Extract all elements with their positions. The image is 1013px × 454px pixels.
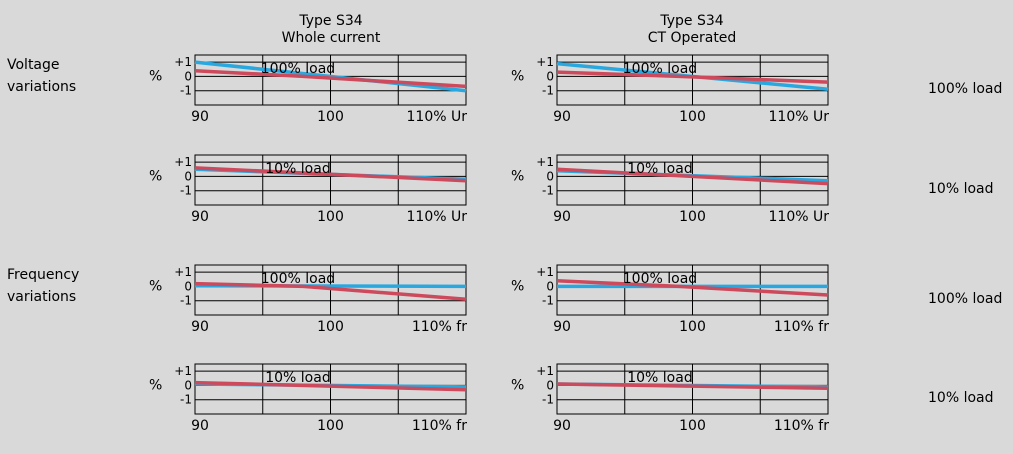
series-line [194, 166, 467, 183]
column-title-line2: CT Operated [647, 30, 737, 46]
chart-panel-ct-operated-voltage-100: 100% load +10-1% 90 100 110% Ur [511, 54, 830, 125]
overlay-load-label: 100% load [623, 61, 697, 77]
y-tick-label: +1 [536, 265, 554, 279]
x-tick-label: 100 [317, 319, 344, 335]
y-tick-label: +1 [174, 265, 192, 279]
chart-panel-whole-current-frequency-100: 100% load +10-1% 90 100 110% fr [149, 264, 467, 335]
x-tick-label: 90 [553, 319, 571, 335]
overlay-load-label: 10% load [265, 161, 331, 177]
y-tick-label: 0 [184, 378, 192, 392]
y-tick-label: +1 [536, 155, 554, 169]
y-axis-label: % [511, 278, 524, 294]
x-tick-label: 110% fr [774, 319, 829, 335]
column-title-line1: Type S34 [660, 13, 724, 29]
row-label-line1: Voltage [7, 57, 60, 73]
chart-panel-whole-current-frequency-10: 10% load +10-1% 90 100 110% fr [149, 363, 467, 434]
right-label-frequency-100: 100% load [928, 291, 1003, 307]
y-tick-label: 0 [184, 69, 192, 83]
x-tick-label: 110% fr [412, 418, 467, 434]
y-tick-label: -1 [180, 184, 192, 198]
y-axis-label: % [149, 377, 162, 393]
x-tick-label: 100 [679, 319, 706, 335]
y-tick-label: -1 [180, 393, 192, 407]
x-tick-label: 100 [317, 418, 344, 434]
row-label-line2: variations [7, 289, 77, 305]
y-tick-label: +1 [174, 364, 192, 378]
x-tick-label: 100 [679, 109, 706, 125]
row-label-frequency: Frequency variations [7, 264, 79, 308]
y-tick-label: +1 [174, 55, 192, 69]
x-tick-label: 90 [191, 209, 209, 225]
x-tick-label: 90 [553, 209, 571, 225]
chart-panel-ct-operated-voltage-10: 10% load +10-1% 90 100 110% Ur [511, 154, 830, 225]
y-tick-label: -1 [180, 84, 192, 98]
y-tick-label: -1 [542, 393, 554, 407]
y-tick-label: 0 [546, 69, 554, 83]
y-axis-label: % [511, 377, 524, 393]
y-axis-label: % [511, 168, 524, 184]
row-label-line1: Frequency [7, 267, 80, 283]
x-tick-label: 110% Ur [407, 209, 468, 225]
series-line [556, 382, 829, 391]
row-label-line2: variations [7, 79, 77, 95]
right-label-voltage-100: 100% load [928, 81, 1003, 97]
x-tick-label: 90 [553, 109, 571, 125]
overlay-load-label: 100% load [623, 271, 697, 287]
y-tick-label: -1 [180, 294, 192, 308]
x-tick-label: 100 [317, 209, 344, 225]
x-tick-label: 100 [679, 418, 706, 434]
series-line [194, 380, 467, 392]
column-title-line1: Type S34 [299, 13, 363, 29]
right-label-frequency-10: 10% load [928, 390, 994, 406]
series-line [556, 70, 829, 84]
chart-panel-whole-current-voltage-10: 10% load +10-1% 90 100 110% Ur [149, 154, 468, 225]
y-axis-label: % [511, 68, 524, 84]
y-tick-label: 0 [546, 169, 554, 183]
y-tick-label: 0 [184, 279, 192, 293]
y-tick-label: 0 [184, 169, 192, 183]
y-tick-label: +1 [536, 364, 554, 378]
y-axis-label: % [149, 68, 162, 84]
overlay-load-label: 10% load [627, 161, 693, 177]
column-title-ct-operated: Type S34 CT Operated [592, 13, 792, 47]
x-tick-label: 110% Ur [769, 109, 830, 125]
chart-panel-ct-operated-frequency-100: 100% load +10-1% 90 100 110% fr [511, 264, 829, 335]
series-line [194, 281, 467, 302]
y-tick-label: 0 [546, 279, 554, 293]
series-line [556, 167, 829, 186]
chart-panel-whole-current-voltage-100: 100% load +10-1% 90 100 110% Ur [149, 54, 468, 125]
right-label-voltage-10: 10% load [928, 181, 994, 197]
y-tick-label: -1 [542, 84, 554, 98]
overlay-load-label: 100% load [261, 271, 335, 287]
series-line [556, 278, 829, 297]
overlay-load-label: 100% load [261, 61, 335, 77]
y-tick-label: +1 [174, 155, 192, 169]
y-axis-label: % [149, 168, 162, 184]
y-tick-label: +1 [536, 55, 554, 69]
y-axis-label: % [149, 278, 162, 294]
x-tick-label: 90 [191, 109, 209, 125]
overlay-load-label: 10% load [627, 370, 693, 386]
series-line [194, 68, 467, 89]
column-title-whole-current: Type S34 Whole current [231, 13, 431, 47]
x-tick-label: 110% fr [412, 319, 467, 335]
x-tick-label: 90 [553, 418, 571, 434]
x-tick-label: 110% fr [774, 418, 829, 434]
y-tick-label: -1 [542, 294, 554, 308]
chart-panel-ct-operated-frequency-10: 10% load +10-1% 90 100 110% fr [511, 363, 829, 434]
x-tick-label: 110% Ur [769, 209, 830, 225]
overlay-load-label: 10% load [265, 370, 331, 386]
x-tick-label: 110% Ur [407, 109, 468, 125]
row-label-voltage: Voltage variations [7, 54, 76, 98]
x-tick-label: 100 [679, 209, 706, 225]
y-tick-label: 0 [546, 378, 554, 392]
x-tick-label: 90 [191, 418, 209, 434]
y-tick-label: -1 [542, 184, 554, 198]
x-tick-label: 100 [317, 109, 344, 125]
column-title-line2: Whole current [281, 30, 381, 46]
x-tick-label: 90 [191, 319, 209, 335]
